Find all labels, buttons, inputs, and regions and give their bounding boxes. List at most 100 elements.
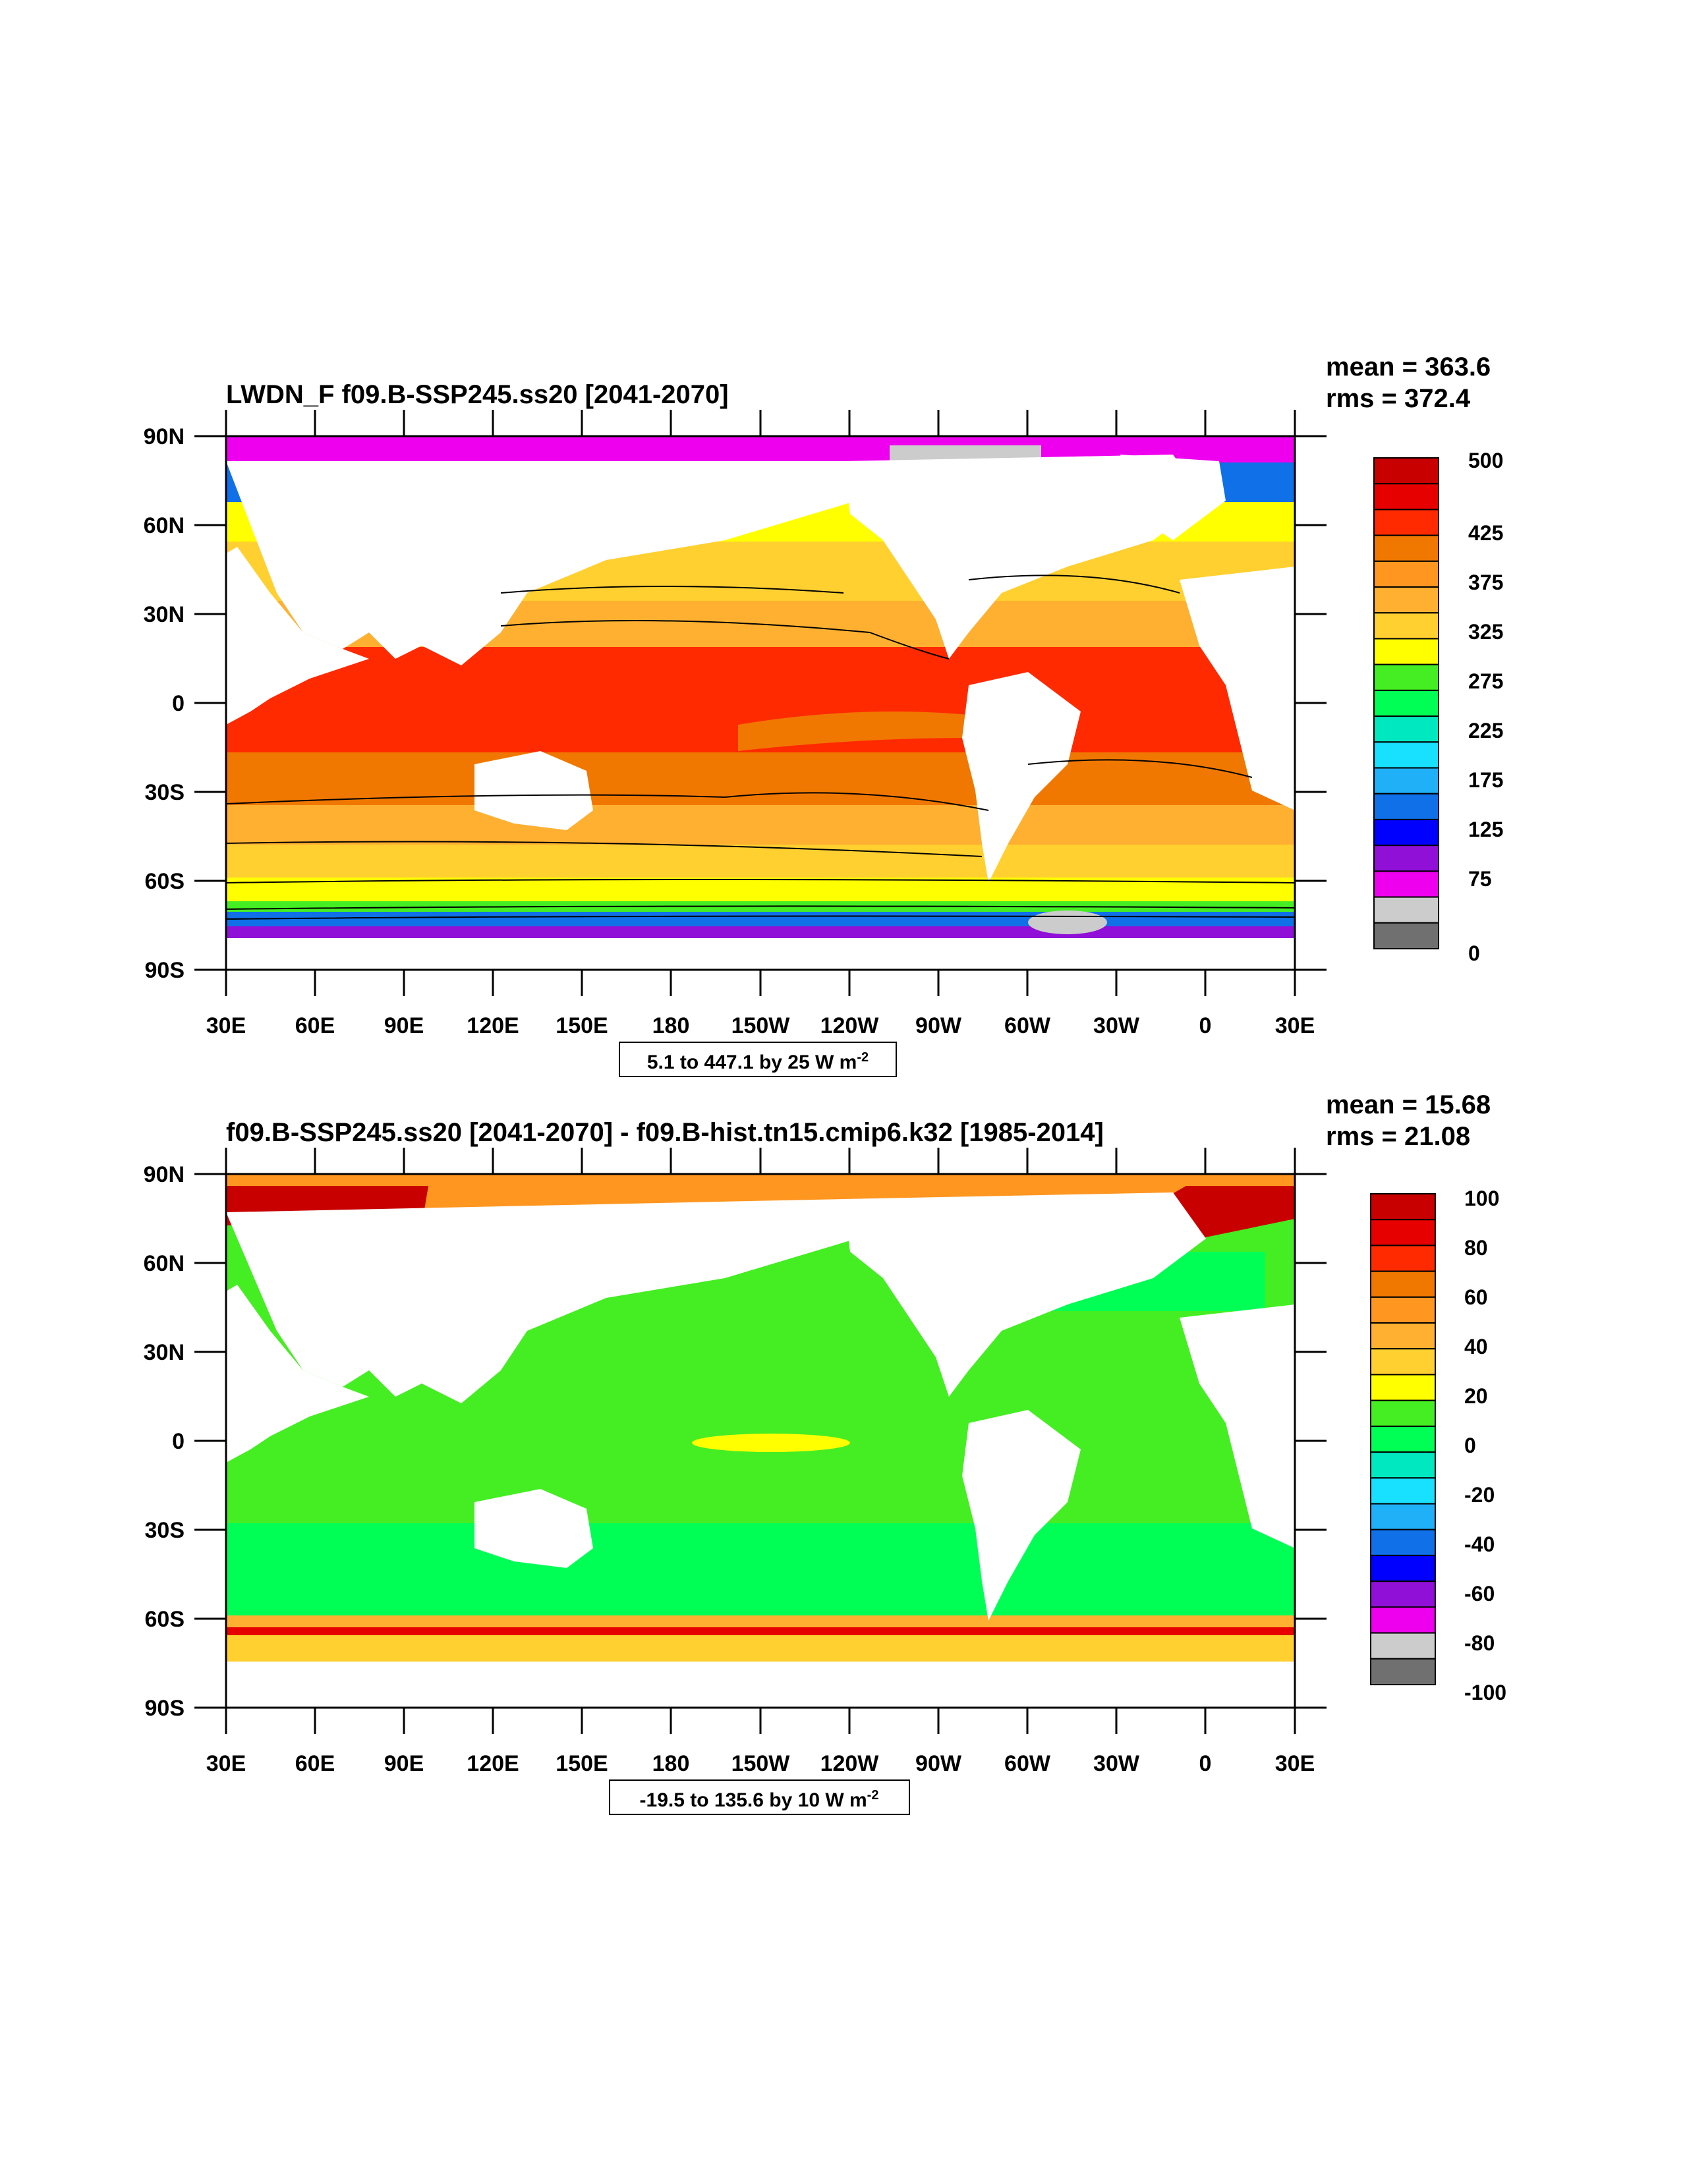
- colorbar-swatch: [1370, 1374, 1436, 1401]
- colorbar-swatch: [1373, 586, 1439, 614]
- colorbar-swatch: [1370, 1219, 1436, 1246]
- land-south-america: [962, 1410, 1081, 1621]
- colorbar-label: 375: [1468, 571, 1503, 594]
- contour-line: [1027, 759, 1253, 778]
- colorbar-swatch: [1373, 483, 1439, 511]
- panel-title: LWDN_F f09.B-SSP245.ss20 [2041-2070]: [226, 380, 729, 409]
- colorbar-label: 80: [1464, 1236, 1488, 1260]
- lon-label: 120E: [467, 1013, 519, 1038]
- contour-line: [226, 841, 983, 857]
- contour-line: [226, 792, 989, 811]
- colorbar-swatch: [1370, 1477, 1436, 1505]
- colorbar-label: 60: [1464, 1285, 1488, 1309]
- field-band-southern-red: [226, 1627, 1295, 1635]
- colorbar-label: 225: [1468, 719, 1503, 742]
- lat-label: 0: [172, 691, 185, 716]
- field-band-antarctic-coast: [226, 912, 1295, 926]
- contour-line: [968, 574, 1180, 594]
- colorbar-swatch: [1370, 1296, 1436, 1324]
- colorbar-label: -100: [1464, 1681, 1506, 1704]
- colorbar-swatch: [1370, 1632, 1436, 1660]
- colorbar-label: 0: [1468, 941, 1480, 965]
- colorbar-swatch: [1370, 1425, 1436, 1453]
- lon-label: 180: [652, 1751, 690, 1776]
- lon-label: 90W: [915, 1013, 962, 1038]
- lat-label: 0: [172, 1429, 185, 1454]
- map-field: [226, 1174, 1295, 1708]
- lon-label: 150E: [556, 1751, 608, 1776]
- colorbar-swatch: [1373, 896, 1439, 924]
- land-australia: [474, 751, 593, 830]
- colorbar-swatch: [1373, 845, 1439, 872]
- contour-line: [226, 905, 1295, 910]
- lon-label: 30W: [1093, 1751, 1140, 1776]
- colorbar-label: 75: [1468, 867, 1492, 891]
- mean-label: mean = 363.6: [1326, 352, 1491, 381]
- map-field: [226, 436, 1295, 970]
- colorbar-swatch: [1373, 818, 1439, 847]
- colorbar-label: 500: [1468, 449, 1503, 472]
- colorbar: [1373, 457, 1439, 949]
- colorbar-swatch: [1370, 1348, 1436, 1376]
- lat-label: 30S: [145, 780, 185, 805]
- field-equatorial-yellow: [692, 1434, 850, 1452]
- colorbar-swatch: [1373, 870, 1439, 898]
- field-band-southern-green: [226, 1523, 1295, 1615]
- colorbar-label: -80: [1464, 1631, 1495, 1655]
- range-box: -19.5 to 135.6 by 10 W m-2: [609, 1779, 910, 1815]
- colorbar-swatch: [1370, 1399, 1436, 1427]
- colorbar-label: 40: [1464, 1335, 1488, 1358]
- land-africa-east: [1180, 567, 1295, 810]
- colorbar-swatch: [1373, 638, 1439, 665]
- colorbar-swatch: [1373, 767, 1439, 795]
- colorbar-swatch: [1373, 793, 1439, 820]
- lat-label: 30N: [144, 602, 185, 627]
- land-asia: [226, 1199, 857, 1403]
- lon-label: 60W: [1004, 1013, 1051, 1038]
- lon-label: 30E: [206, 1013, 246, 1038]
- lon-label: 150E: [556, 1013, 608, 1038]
- lon-label: 90E: [384, 1751, 424, 1776]
- lon-label: 120E: [467, 1751, 519, 1776]
- panel-absolute: LWDN_F f09.B-SSP245.ss20 [2041-2070] mea…: [144, 352, 1503, 1077]
- lon-label: 120W: [820, 1751, 880, 1776]
- lon-label: 30E: [206, 1751, 246, 1776]
- lat-label: 30N: [144, 1340, 185, 1365]
- colorbar-swatch: [1370, 1193, 1436, 1221]
- lon-label: 150W: [731, 1013, 791, 1038]
- colorbar-label: 100: [1464, 1187, 1499, 1210]
- colorbar-label: -40: [1464, 1532, 1495, 1556]
- colorbar-swatch: [1370, 1270, 1436, 1298]
- contour-line: [226, 915, 1295, 920]
- colorbar-label: 125: [1468, 818, 1503, 841]
- lon-label: 60W: [1004, 1751, 1051, 1776]
- field-band-south-subtrop: [226, 805, 1295, 845]
- colorbar-swatch: [1373, 534, 1439, 562]
- colorbar-label: 175: [1468, 768, 1503, 792]
- colorbar-swatch: [1373, 715, 1439, 743]
- colorbar-swatch: [1370, 1245, 1436, 1272]
- colorbar-swatch: [1370, 1581, 1436, 1608]
- lon-label: 0: [1199, 1013, 1212, 1038]
- lon-label: 30E: [1275, 1751, 1315, 1776]
- land-africa-east: [1180, 1304, 1295, 1548]
- land-africa-europe: [226, 547, 369, 725]
- colorbar-label: 20: [1464, 1384, 1488, 1408]
- colorbar-swatch: [1370, 1606, 1436, 1634]
- lon-label: 180: [652, 1013, 690, 1038]
- field-band-antarctic: [226, 1635, 1295, 1662]
- contour-line: [226, 879, 1295, 883]
- land-south-america: [962, 672, 1081, 883]
- lat-label: 60N: [144, 1251, 185, 1276]
- land-north-america: [844, 455, 1206, 659]
- mean-label: mean = 15.68: [1326, 1090, 1491, 1119]
- land-north-america: [844, 1192, 1206, 1397]
- field-band-south-warm: [226, 752, 1295, 805]
- colorbar-swatch: [1370, 1528, 1436, 1556]
- colorbar-swatch: [1370, 1658, 1436, 1686]
- land-antarctica: [226, 1662, 1295, 1708]
- colorbar-swatch: [1373, 560, 1439, 588]
- lon-label: 60E: [295, 1751, 335, 1776]
- land-africa-europe: [226, 1285, 369, 1463]
